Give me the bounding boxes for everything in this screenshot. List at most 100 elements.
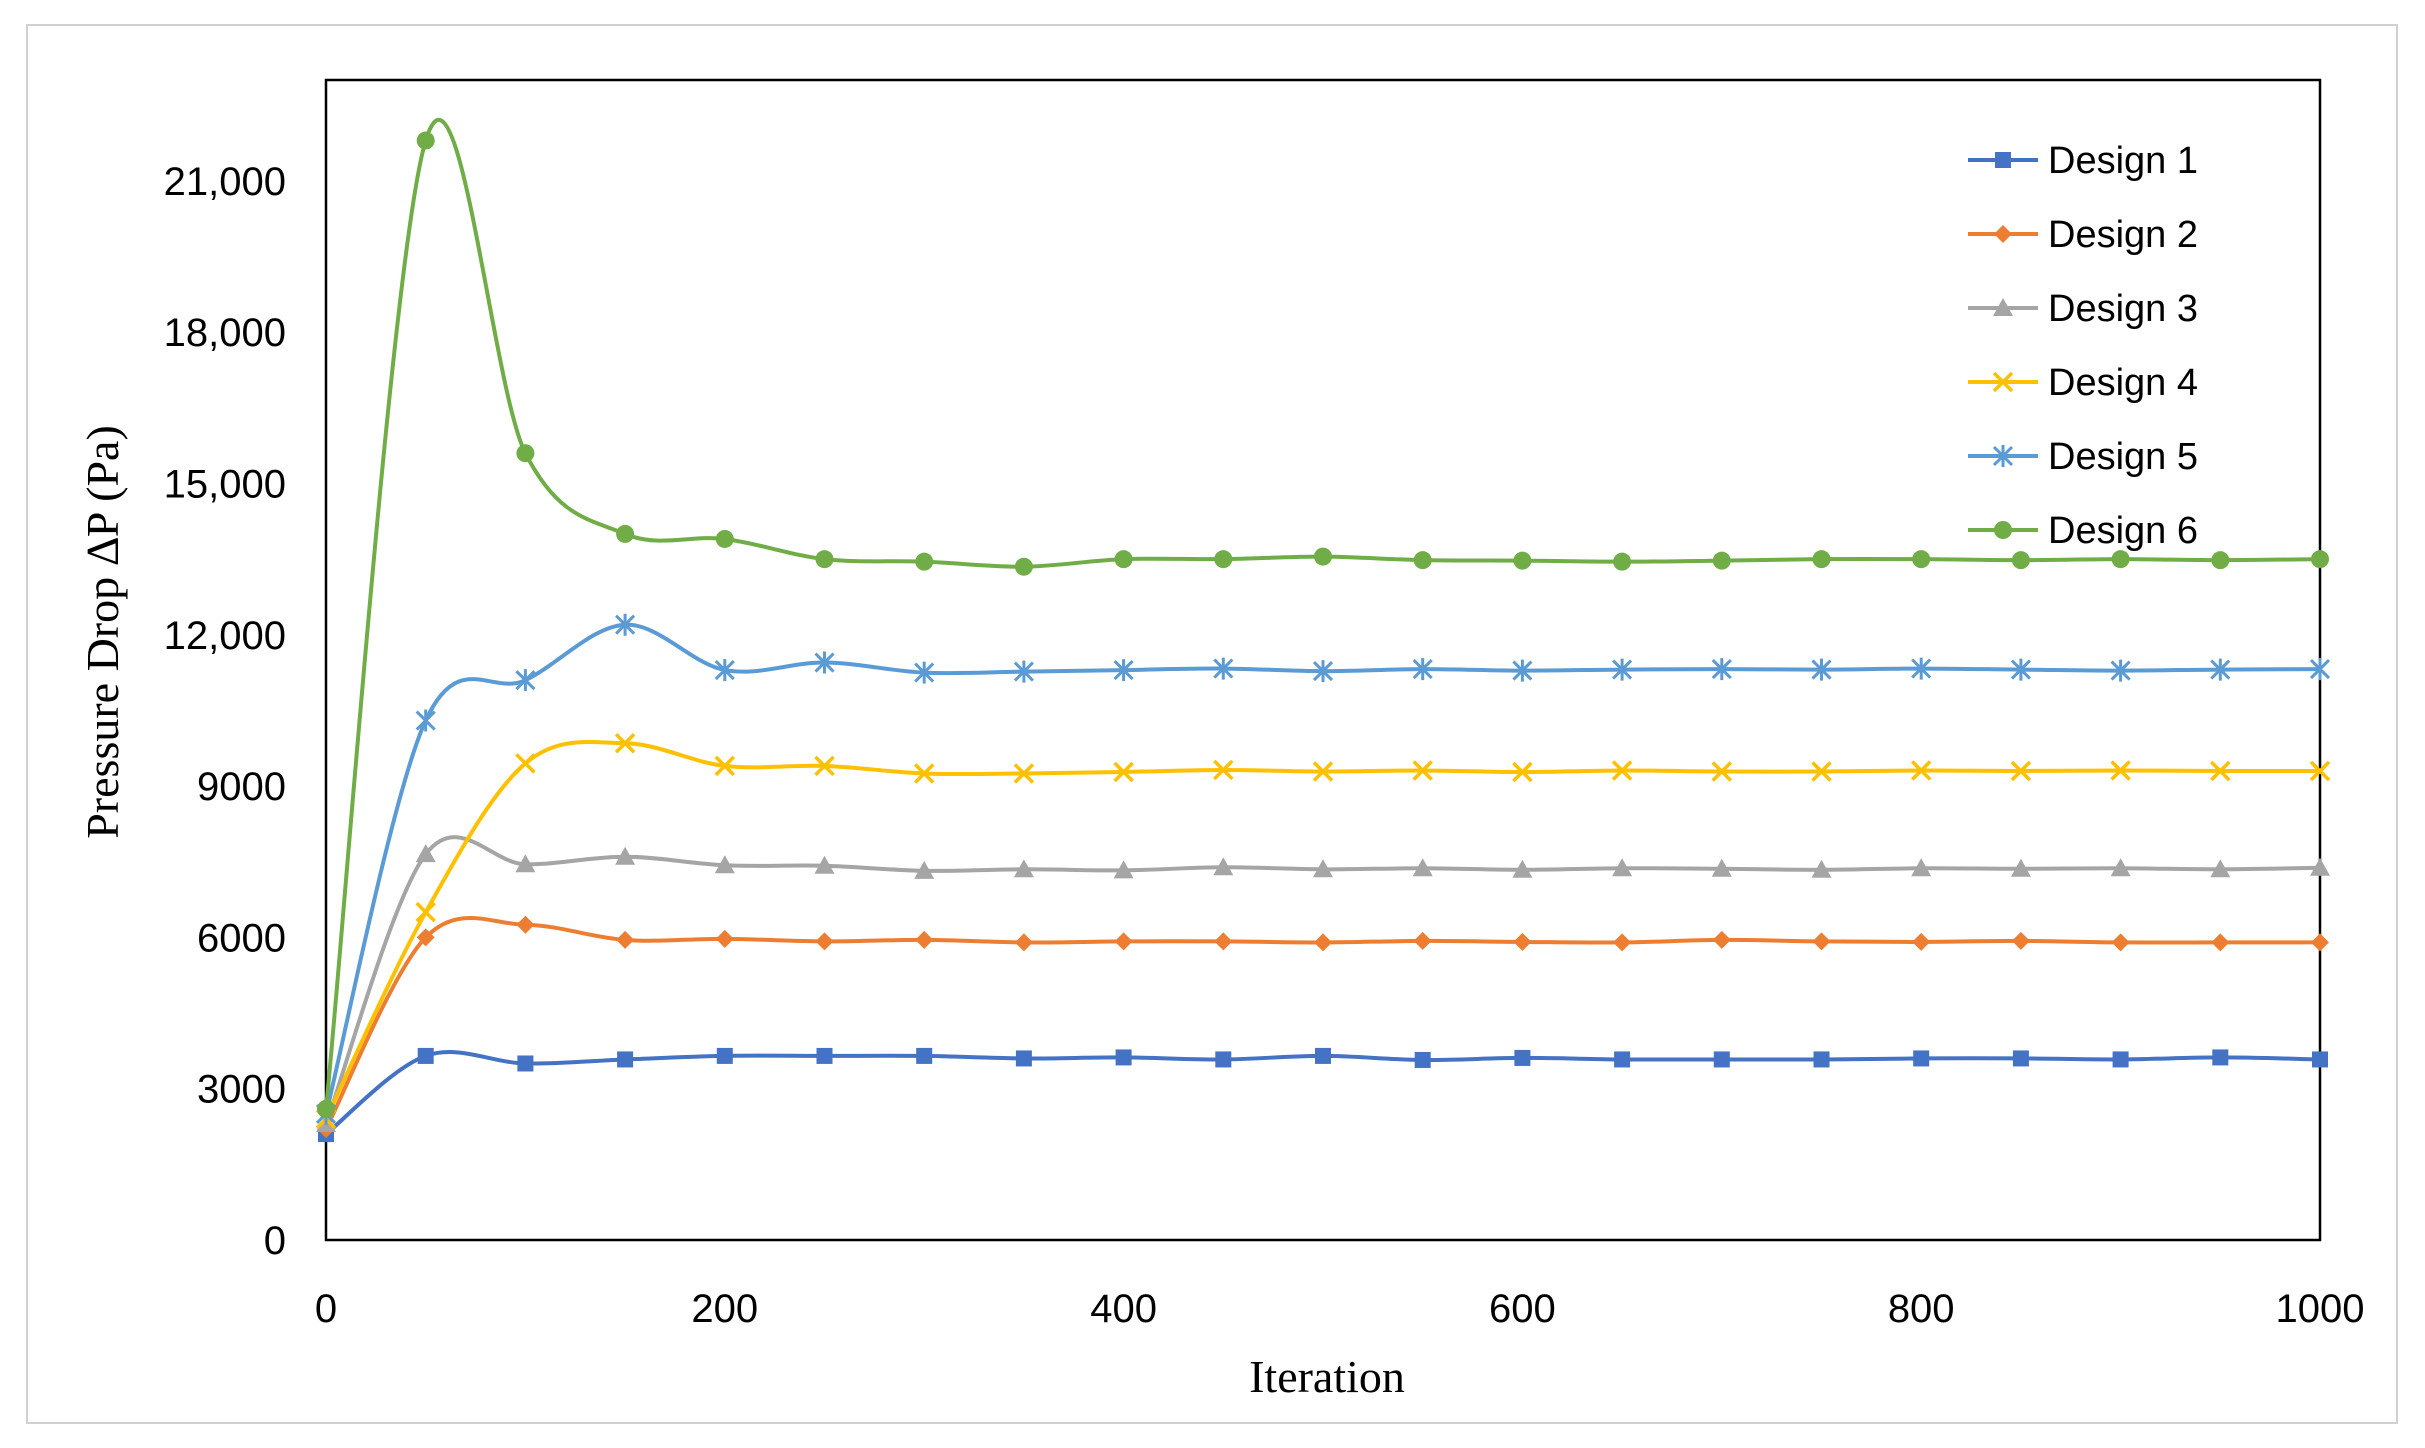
y-tick-label: 9000 bbox=[197, 765, 286, 809]
data-point bbox=[1612, 658, 1633, 681]
data-point bbox=[1312, 761, 1334, 782]
y-tick-label: 0 bbox=[264, 1219, 286, 1263]
data-point bbox=[615, 846, 636, 865]
y-tick-label: 6000 bbox=[197, 916, 286, 960]
data-point bbox=[1711, 658, 1732, 681]
data-point bbox=[1512, 659, 1533, 682]
legend-marker bbox=[1993, 298, 2013, 316]
legend-item: Design 1 bbox=[1968, 140, 2198, 182]
y-tick-label: 15,000 bbox=[164, 462, 286, 506]
legend-marker bbox=[1994, 521, 2012, 539]
data-point bbox=[1115, 1049, 1132, 1066]
y-tick-label: 21,000 bbox=[164, 160, 286, 204]
y-tick-label: 12,000 bbox=[164, 614, 286, 658]
data-point bbox=[2110, 760, 2131, 781]
data-point bbox=[616, 930, 635, 949]
y-tick-label: 3000 bbox=[197, 1068, 286, 1112]
legend-label: Design 1 bbox=[2048, 140, 2198, 182]
data-point bbox=[2310, 857, 2330, 876]
data-point bbox=[1215, 1051, 1232, 1068]
data-point bbox=[2010, 658, 2031, 681]
y-tick-label: 18,000 bbox=[164, 311, 286, 355]
legend-label: Design 2 bbox=[2048, 214, 2198, 256]
data-point bbox=[1413, 551, 1432, 570]
data-point bbox=[2212, 1049, 2229, 1066]
data-point bbox=[1114, 550, 1133, 569]
data-point bbox=[1113, 659, 1134, 682]
data-point bbox=[1214, 932, 1233, 951]
data-point bbox=[1612, 858, 1633, 877]
data-point bbox=[815, 550, 834, 569]
data-point bbox=[1412, 760, 1433, 781]
legend-label: Design 4 bbox=[2048, 362, 2198, 404]
data-point bbox=[517, 1055, 534, 1072]
data-point bbox=[1013, 660, 1034, 683]
legend-marker bbox=[1992, 445, 2014, 467]
legend: Design 1 Design 2 Design 3 Design 4 Design 5… bbox=[1968, 140, 2198, 552]
data-point bbox=[416, 928, 435, 947]
data-point bbox=[1712, 551, 1731, 570]
data-point bbox=[1414, 1051, 1431, 1068]
data-point bbox=[2011, 931, 2030, 950]
data-point bbox=[516, 915, 535, 934]
data-point bbox=[1213, 857, 1234, 876]
data-point bbox=[715, 529, 734, 548]
data-point bbox=[1314, 933, 1332, 952]
data-point bbox=[2111, 933, 2130, 952]
data-point bbox=[1213, 759, 1234, 781]
data-point bbox=[2211, 551, 2230, 570]
data-point bbox=[2211, 933, 2230, 952]
data-point bbox=[814, 755, 835, 777]
data-point bbox=[2110, 659, 2131, 682]
data-point bbox=[2312, 1051, 2328, 1068]
data-point bbox=[1014, 933, 1033, 952]
y-axis-title: Pressure Drop ∆P (Pa) bbox=[77, 425, 128, 839]
x-tick-label: 800 bbox=[1888, 1287, 1955, 1331]
data-point bbox=[515, 753, 536, 774]
data-point bbox=[1514, 1049, 1531, 1066]
data-point bbox=[415, 844, 436, 863]
data-point bbox=[1812, 550, 1831, 569]
data-point bbox=[1910, 760, 1932, 781]
data-point bbox=[915, 552, 934, 571]
data-point bbox=[1614, 1051, 1631, 1068]
data-point bbox=[1811, 859, 1832, 878]
x-tick-label: 0 bbox=[315, 1287, 337, 1331]
data-point bbox=[2210, 859, 2231, 878]
data-point bbox=[1412, 658, 1433, 681]
data-point bbox=[1713, 1051, 1730, 1068]
data-point bbox=[614, 732, 636, 754]
data-point bbox=[814, 855, 835, 874]
data-point bbox=[415, 709, 436, 732]
data-point bbox=[2210, 658, 2231, 681]
data-point bbox=[1014, 557, 1033, 576]
data-point bbox=[417, 1047, 434, 1064]
data-point bbox=[1912, 932, 1931, 951]
data-point bbox=[1611, 760, 1633, 781]
data-point bbox=[1513, 932, 1532, 951]
data-point bbox=[914, 661, 935, 684]
data-point bbox=[1813, 1051, 1830, 1068]
data-point bbox=[416, 131, 435, 150]
series-layer bbox=[315, 117, 2331, 1143]
legend-label: Design 5 bbox=[2048, 436, 2198, 478]
x-tick-label: 600 bbox=[1489, 1287, 1556, 1331]
x-axis-ticks: 0 200 400 600 800 1000 bbox=[315, 1287, 2365, 1331]
x-axis-title: Iteration bbox=[1249, 1351, 1405, 1402]
data-point bbox=[2110, 858, 2131, 877]
data-point bbox=[1912, 550, 1931, 569]
data-point bbox=[1712, 930, 1731, 949]
data-point bbox=[516, 444, 535, 463]
legend-item: Design 5 bbox=[1968, 436, 2198, 478]
y-axis-ticks: 0 3000 6000 9000 12,000 15,000 18,000 21,000 bbox=[164, 160, 286, 1263]
data-point bbox=[515, 854, 536, 873]
data-point bbox=[1711, 858, 1732, 877]
data-point bbox=[1312, 660, 1334, 683]
series-line bbox=[324, 739, 2321, 1120]
data-point bbox=[1811, 658, 1832, 681]
series-4 bbox=[315, 732, 2331, 1130]
data-point bbox=[2210, 760, 2231, 782]
data-point bbox=[1412, 858, 1433, 877]
data-point bbox=[914, 860, 935, 879]
data-point bbox=[915, 930, 934, 949]
